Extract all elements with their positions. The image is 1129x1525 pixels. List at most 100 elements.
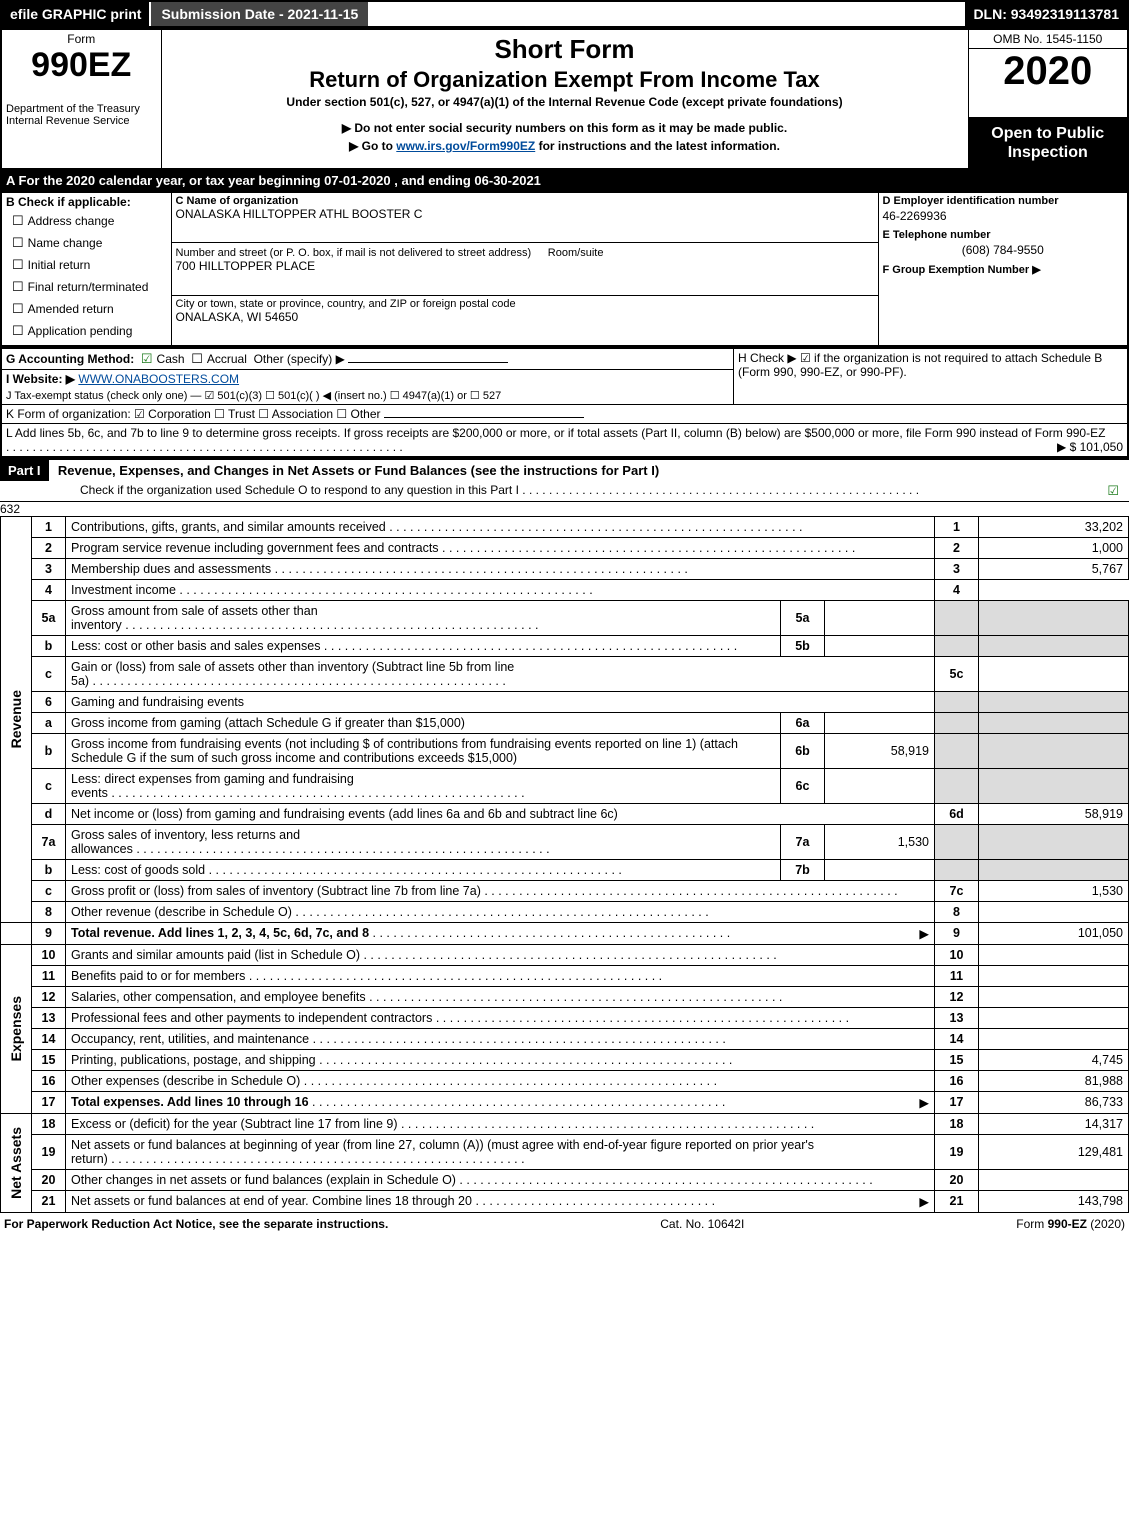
footer-right: Form 990-EZ (2020) [1016, 1217, 1125, 1231]
d-5c: Gain or (loss) from sale of assets other… [66, 656, 935, 691]
sub-5b: 5b [781, 635, 825, 656]
amt-13 [979, 1007, 1129, 1028]
sub-5a: 5a [781, 600, 825, 635]
ln-7c: c [32, 880, 66, 901]
subamt-6b: 58,919 [825, 733, 935, 768]
ln-6c: c [32, 768, 66, 803]
d-3: Membership dues and assessments [66, 558, 935, 579]
d-1: Contributions, gifts, grants, and simila… [66, 516, 935, 537]
chk-final-return[interactable] [12, 280, 28, 294]
ln-6b: b [32, 733, 66, 768]
entity-block: B Check if applicable: Address change Na… [0, 191, 1129, 347]
ln-6: 6 [32, 691, 66, 712]
part1-sub: Check if the organization used Schedule … [80, 483, 519, 497]
chk-address-change[interactable] [12, 214, 28, 228]
amt-7c: 1,530 [979, 880, 1129, 901]
checkbox-list: Address change Name change Initial retur… [6, 209, 154, 343]
greyamt-7b [979, 859, 1129, 880]
ln-19: 19 [32, 1134, 66, 1169]
sub-6b: 6b [781, 733, 825, 768]
footer-left: For Paperwork Reduction Act Notice, see … [4, 1217, 388, 1231]
section-b-label: B Check if applicable: [6, 195, 167, 209]
ln-11: 11 [32, 965, 66, 986]
d-13: Professional fees and other payments to … [66, 1007, 935, 1028]
phone: (608) 784-9550 [883, 241, 1124, 263]
subamt-5a [825, 600, 935, 635]
website-link[interactable]: WWW.ONABOOSTERS.COM [78, 372, 239, 386]
ln-15: 15 [32, 1049, 66, 1070]
greybox-6b [935, 733, 979, 768]
lines-table: Revenue 1 Contributions, gifts, grants, … [0, 516, 1129, 1213]
d-17: Total expenses. Add lines 10 through 16 [71, 1095, 309, 1109]
other-specify-line [348, 362, 508, 363]
greyamt-5a [979, 600, 1129, 635]
row-a-tax-year: A For the 2020 calendar year, or tax yea… [0, 170, 1129, 191]
chk-cash[interactable] [141, 352, 157, 366]
d-2: Program service revenue including govern… [66, 537, 935, 558]
subamt-7b [825, 859, 935, 880]
chk-app-pending[interactable] [12, 324, 28, 338]
page-footer: For Paperwork Reduction Act Notice, see … [0, 1213, 1129, 1231]
revenue-sidelabel: Revenue [6, 682, 26, 756]
lbl-name-change: Name change [28, 236, 103, 250]
subamt-5b [825, 635, 935, 656]
irs-link[interactable]: www.irs.gov/Form990EZ [396, 139, 535, 153]
chk-amended[interactable] [12, 302, 28, 316]
greyamt-6 [979, 691, 1129, 712]
arrow-21: ▶ [919, 1194, 929, 1209]
greyamt-7a [979, 824, 1129, 859]
goto-pre: ▶ Go to [349, 139, 396, 153]
ln-14: 14 [32, 1028, 66, 1049]
amt-10 [979, 944, 1129, 965]
section-c-label: C Name of organization [176, 195, 874, 207]
section-l-amount: ▶ $ 101,050 [1057, 440, 1123, 454]
d-6b: Gross income from fundraising events (no… [66, 733, 781, 768]
box-11: 11 [935, 965, 979, 986]
amt-12 [979, 986, 1129, 1007]
dots-l [6, 440, 403, 454]
greyamt-6c [979, 768, 1129, 803]
dots-p1 [522, 483, 919, 497]
part1-title: Revenue, Expenses, and Changes in Net As… [52, 460, 665, 481]
under-section: Under section 501(c), 527, or 4947(a)(1)… [166, 93, 964, 115]
other-org-line [384, 417, 584, 418]
ln-1: 1 [32, 516, 66, 537]
subamt-7a: 1,530 [825, 824, 935, 859]
short-form-title: Short Form [166, 32, 964, 67]
d-7a: Gross sales of inventory, less returns a… [66, 824, 781, 859]
chk-name-change[interactable] [12, 236, 28, 250]
d-14: Occupancy, rent, utilities, and maintena… [66, 1028, 935, 1049]
greyamt-5b [979, 635, 1129, 656]
footer-right-post: (2020) [1087, 1217, 1125, 1231]
box-13: 13 [935, 1007, 979, 1028]
goto-post: for instructions and the latest informat… [535, 139, 780, 153]
d-15: Printing, publications, postage, and shi… [66, 1049, 935, 1070]
netassets-sidelabel: Net Assets [6, 1119, 26, 1207]
dept-treasury: Department of the Treasury [6, 103, 157, 115]
d-11: Benefits paid to or for members [66, 965, 935, 986]
amt-6d: 58,919 [979, 803, 1129, 824]
amt-11 [979, 965, 1129, 986]
org-name: ONALASKA HILLTOPPER ATHL BOOSTER C [176, 207, 874, 221]
box-9: 9 [935, 922, 979, 944]
open-inspection: Open to Public Inspection [969, 118, 1128, 168]
chk-schedule-o[interactable] [1107, 483, 1123, 499]
ln-6d: d [32, 803, 66, 824]
tax-year: 2020 [969, 49, 1128, 94]
greybox-5a [935, 600, 979, 635]
section-e-label: E Telephone number [883, 229, 1124, 241]
section-j: J Tax-exempt status (check only one) — ☑… [6, 389, 729, 402]
greybox-6a [935, 712, 979, 733]
ln-16: 16 [32, 1070, 66, 1091]
d-6d: Net income or (loss) from gaming and fun… [66, 803, 935, 824]
section-i-label: I Website: ▶ [6, 372, 75, 386]
chk-initial-return[interactable] [12, 258, 28, 272]
d-21-wrap: Net assets or fund balances at end of ye… [66, 1190, 935, 1212]
amt-16: 81,988 [979, 1070, 1129, 1091]
amt-9: 101,050 [979, 922, 1129, 944]
ln-13: 13 [32, 1007, 66, 1028]
amt-14 [979, 1028, 1129, 1049]
goto-link-line: ▶ Go to www.irs.gov/Form990EZ for instru… [166, 137, 964, 155]
chk-accrual[interactable] [191, 352, 207, 366]
footer-right-form: 990-EZ [1048, 1217, 1087, 1231]
